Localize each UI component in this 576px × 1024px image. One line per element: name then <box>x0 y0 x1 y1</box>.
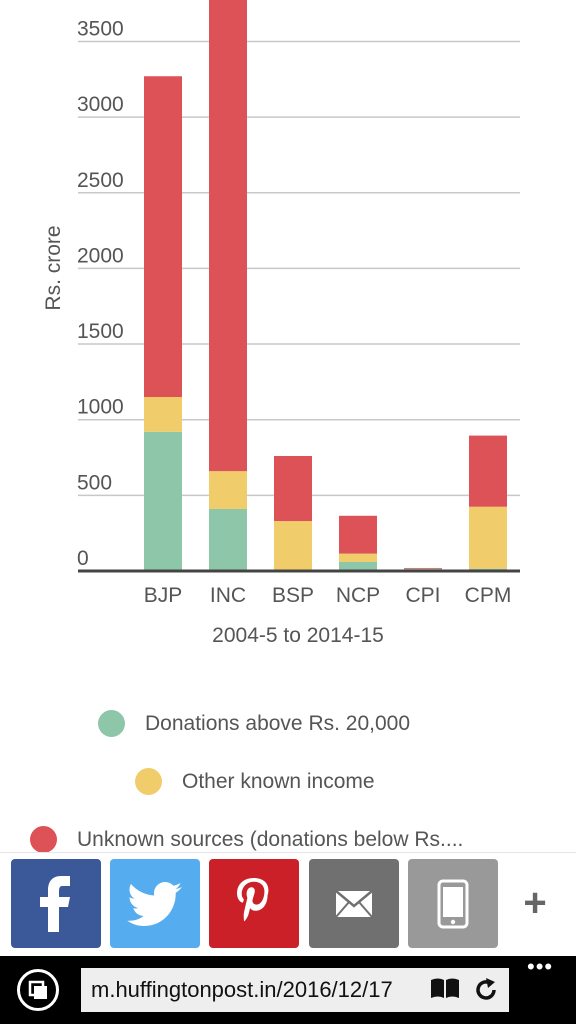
y-tick-label: 2000 <box>77 244 124 267</box>
legend-swatch-red <box>30 826 57 853</box>
x-category-label: BSP <box>272 584 314 607</box>
twitter-icon <box>127 881 182 926</box>
legend-label: Unknown sources (donations below Rs.... <box>77 827 464 851</box>
legend-label: Donations above Rs. 20,000 <box>145 711 411 735</box>
phone-icon <box>437 879 469 928</box>
y-axis-title: Rs. crore <box>42 225 65 310</box>
facebook-icon <box>40 875 70 932</box>
bar-segment <box>209 0 247 472</box>
x-category-label: CPI <box>405 584 440 607</box>
x-category-label: NCP <box>336 584 380 607</box>
y-tick-label: 0 <box>77 547 89 570</box>
bar-segment <box>404 567 442 569</box>
y-tick-label: 2500 <box>77 169 124 192</box>
legend-item-donations-above: Donations above Rs. 20,000 <box>98 710 410 737</box>
y-tick-label: 1500 <box>77 320 124 343</box>
url-field[interactable]: m.huffingtonpost.in/2016/12/17 <box>81 968 509 1012</box>
browser-address-bar: m.huffingtonpost.in/2016/12/17 ••• <box>0 956 576 1024</box>
y-tick-labels: 0 500 1000 1500 2000 2500 3000 3500 <box>77 17 124 570</box>
legend-label: Other known income <box>182 769 375 793</box>
bars <box>144 0 507 571</box>
y-tick-label: 3000 <box>77 93 124 116</box>
stacked-bar-chart: 0 500 1000 1500 2000 2500 3000 3500 BJP INC BSP NC… <box>42 0 520 647</box>
bar-segment <box>274 521 312 571</box>
x-category-labels: BJP INC BSP NCP CPI CPM <box>144 584 512 607</box>
x-axis-title: 2004-5 to 2014-15 <box>212 624 384 647</box>
email-share-button[interactable] <box>309 859 399 948</box>
legend-swatch-green <box>98 710 125 737</box>
legend-swatch-yellow <box>135 768 162 795</box>
bar-segment <box>339 553 377 562</box>
bar-segment <box>274 456 312 522</box>
bar-segment <box>469 435 507 507</box>
facebook-share-button[interactable] <box>11 859 101 948</box>
bar-segment <box>144 76 182 398</box>
legend-item-unknown-sources: Unknown sources (donations below Rs.... <box>30 826 463 853</box>
bar-segment <box>144 431 182 571</box>
x-category-label: CPM <box>465 584 512 607</box>
twitter-share-button[interactable] <box>110 859 200 948</box>
bar-segment <box>339 515 377 554</box>
envelope-icon <box>335 889 373 918</box>
sms-share-button[interactable] <box>408 859 498 948</box>
x-category-label: INC <box>210 584 246 607</box>
refresh-icon[interactable] <box>473 977 499 1003</box>
x-category-label: BJP <box>144 584 183 607</box>
pinterest-share-button[interactable] <box>209 859 299 948</box>
bar-segment <box>339 561 377 571</box>
more-share-button[interactable]: + <box>523 881 547 925</box>
y-tick-label: 3500 <box>77 17 124 40</box>
bar-segment <box>209 471 247 509</box>
tabs-icon <box>28 980 47 999</box>
pinterest-icon <box>237 877 269 921</box>
bar-segment <box>144 397 182 432</box>
tabs-button[interactable] <box>17 969 59 1011</box>
bar-segment <box>209 508 247 571</box>
legend-item-other-known: Other known income <box>135 768 375 795</box>
more-options-button[interactable]: ••• <box>527 954 554 979</box>
url-text: m.huffingtonpost.in/2016/12/17 <box>91 977 393 1002</box>
share-bar: + <box>0 852 576 957</box>
reading-view-icon[interactable] <box>429 977 461 1001</box>
bar-segment <box>469 506 507 569</box>
y-tick-label: 500 <box>77 471 112 494</box>
y-tick-label: 1000 <box>77 396 124 419</box>
